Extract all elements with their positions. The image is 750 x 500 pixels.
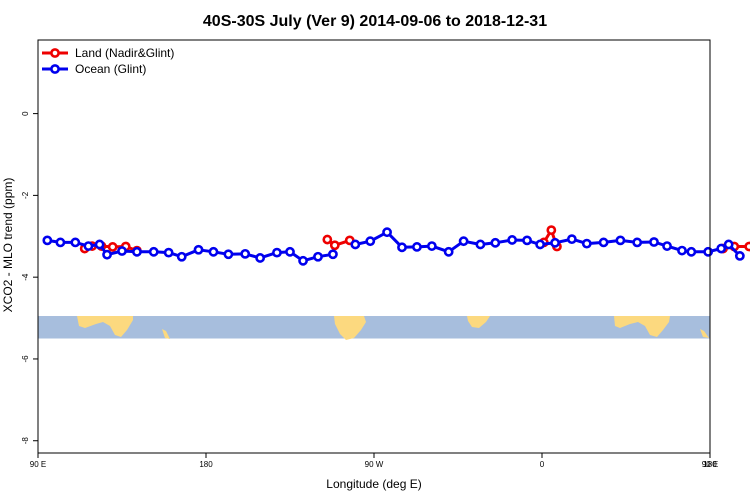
series-1-point-1-1 [365, 236, 376, 247]
series-1-point-1-22 [686, 246, 697, 257]
series-1-point-1-13 [550, 237, 560, 248]
legend-marker-0 [50, 48, 60, 58]
x-tick-label-0: 90 E [30, 460, 46, 469]
y-tick-label-2: -4 [21, 273, 30, 281]
series-1-point-1-17 [615, 235, 626, 246]
legend: Land (Nadir&Glint) Ocean (Glint) [42, 46, 174, 76]
x-axis-label: Longitude (deg E) [326, 477, 421, 491]
series-1-point-1-6 [443, 246, 454, 257]
x-tick-label-2: 90 W [365, 460, 384, 469]
series-1-point-1-12 [535, 239, 546, 250]
series-0-point-2-1 [546, 225, 557, 236]
y-tick-label-3: -6 [21, 355, 30, 363]
series-1-point-1-3 [397, 242, 407, 253]
series-1-point-1-24 [716, 243, 727, 254]
series-1-point-1-15 [581, 238, 592, 249]
series-1-point-1-8 [475, 239, 486, 250]
series-1-point-1-19 [649, 237, 659, 247]
map-ocean [38, 316, 710, 339]
series-1-point-1-25 [723, 239, 734, 250]
new-zealand-shape [162, 329, 170, 340]
x-tick-label-1: 180 [199, 460, 213, 469]
legend-label-0: Land (Nadir&Glint) [75, 46, 174, 60]
series-1-point-0-1 [55, 237, 66, 248]
australia-shape [77, 316, 133, 338]
series-1-point-1-5 [426, 241, 437, 251]
series-0-point-1-1 [329, 240, 340, 251]
series-1-point-0-13 [223, 249, 234, 260]
new-zealand-shape-east [700, 329, 709, 339]
y-tick-label-1: -2 [21, 191, 30, 199]
y-axis-ticks: 0 -2 -4 -6 -8 [21, 111, 38, 444]
series-1-point-1-0 [350, 239, 361, 250]
series-0-point-0-3 [107, 242, 118, 252]
series-1-point-0-8 [148, 246, 159, 257]
series-1-point-0-19 [313, 251, 323, 262]
series-1-point-1-18 [632, 237, 643, 248]
legend-marker-1 [50, 64, 60, 74]
south-america-shape [334, 316, 366, 341]
x-tick-label-end: 180 [703, 460, 717, 469]
map-strip [38, 316, 710, 341]
series-1-point-0-10 [176, 251, 187, 262]
x-tick-label-3: 0 [540, 460, 545, 469]
legend-label-1: Ocean (Glint) [75, 62, 146, 76]
series-1-point-0-14 [240, 248, 251, 259]
y-axis-label: XCO2 - MLO trend (ppm) [1, 178, 15, 313]
series-1-point-1-14 [566, 234, 577, 245]
series-1-point-0-3 [83, 241, 94, 251]
series-1-point-0-9 [163, 247, 174, 258]
series-1-point-1-11 [522, 235, 532, 246]
series-1-point-1-7 [458, 236, 469, 247]
series-1-point-0-2 [70, 237, 81, 248]
series-1-point-1-23 [703, 246, 714, 257]
series-1-point-0-16 [272, 247, 282, 258]
series-0-point-3-2 [744, 241, 750, 252]
series-layer [42, 225, 750, 266]
series-1-point-0-11 [193, 244, 204, 255]
series-1-point-0-6 [117, 246, 127, 256]
chart-title: 40S-30S July (Ver 9) 2014-09-06 to 2018-… [203, 13, 547, 30]
series-1 [42, 227, 745, 266]
series-1-point-1-9 [490, 237, 501, 248]
series-1-point-1-10 [507, 235, 518, 245]
series-1-point-0-17 [285, 246, 295, 257]
series-1-point-0-7 [132, 246, 142, 257]
series-1-point-0-20 [328, 249, 338, 260]
series-1-point-0-0 [42, 235, 53, 246]
x-tick-label-4: 90 E [702, 460, 718, 469]
series-1-point-1-26 [734, 251, 745, 261]
series-1-point-0-12 [208, 246, 219, 257]
series-1-point-0-18 [298, 255, 308, 266]
series-1-point-0-5 [102, 249, 112, 260]
africa-shape [467, 316, 490, 329]
series-1-point-1-4 [412, 242, 422, 252]
series-1-point-0-15 [255, 253, 266, 263]
series-1-point-0-4 [94, 239, 105, 250]
y-tick-label-4: -8 [21, 437, 30, 445]
series-1-point-1-20 [662, 241, 672, 251]
australia-shape-east [614, 316, 670, 338]
series-1-point-1-2 [382, 227, 392, 238]
series-0-point-1-0 [322, 234, 333, 245]
series-1-point-1-16 [598, 237, 609, 248]
y-tick-label-0: 0 [21, 111, 30, 116]
series-1-point-1-21 [677, 245, 687, 256]
